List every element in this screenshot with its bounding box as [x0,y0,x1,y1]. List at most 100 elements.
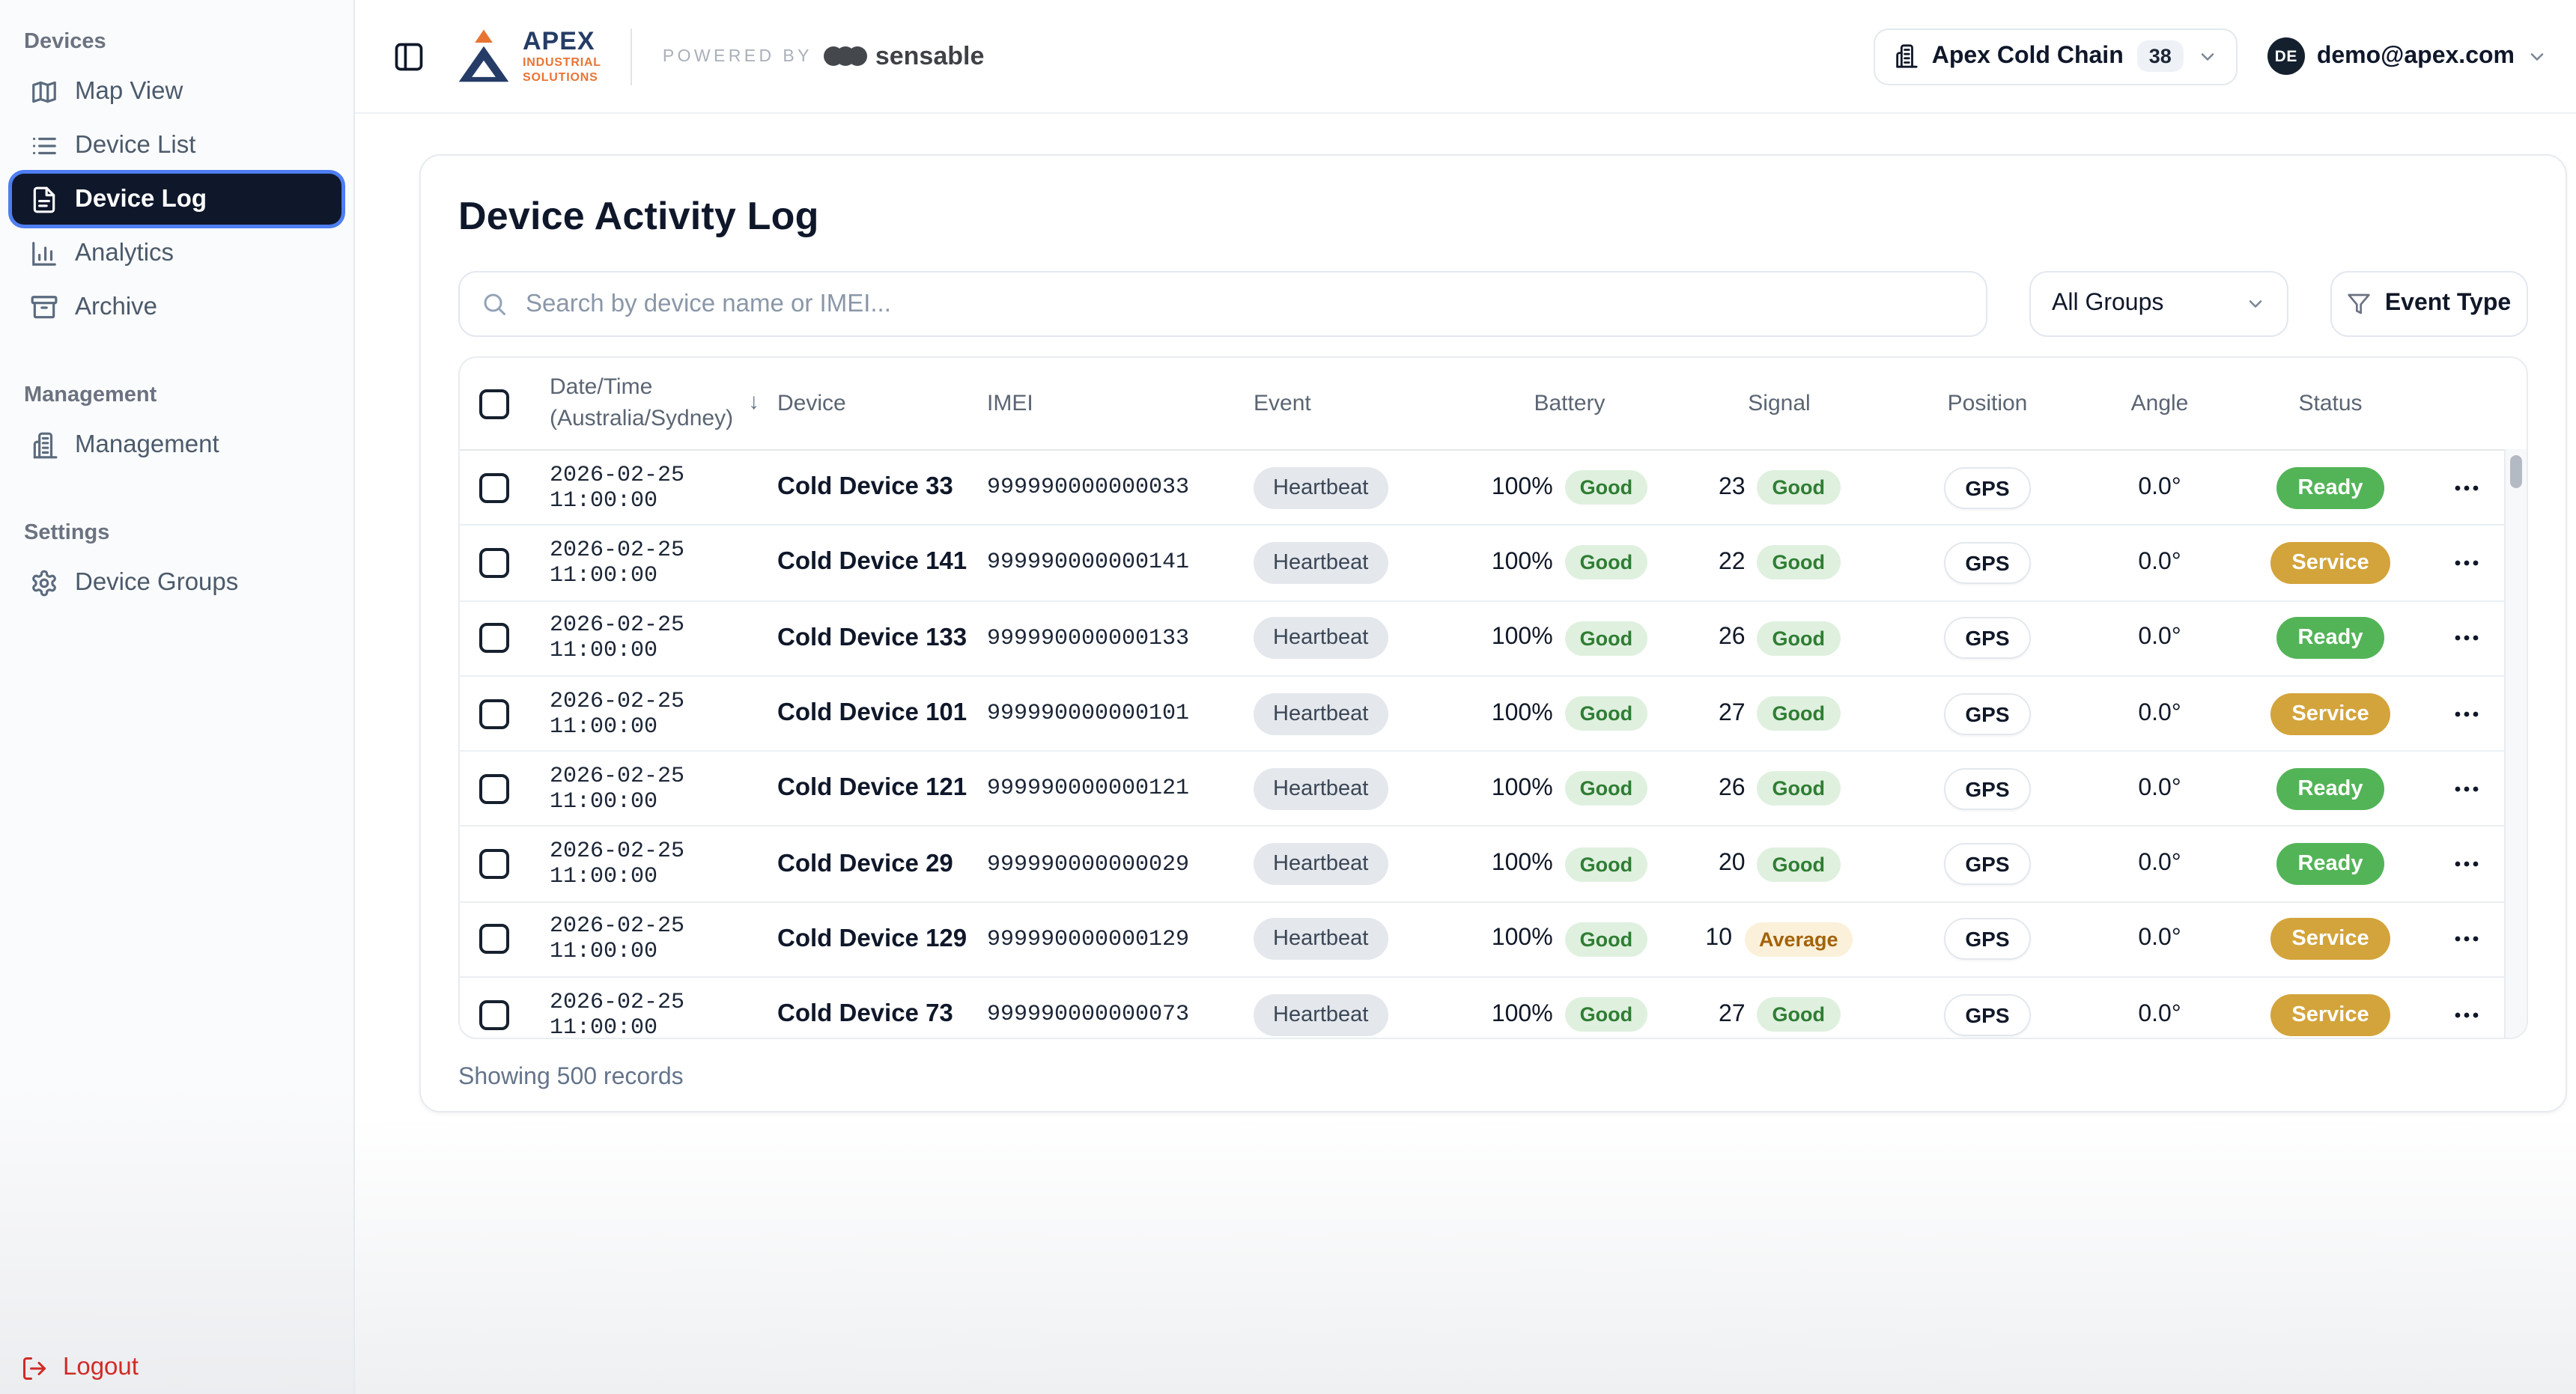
row-device-name: Cold Device 129 [777,925,967,952]
sidebar-item-label: Device Groups [75,568,239,595]
sidebar: Devices Map View Device List Device Log … [0,0,355,1394]
brand-sub2: SOLUTIONS [523,70,598,84]
sidebar-item-device-groups[interactable]: Device Groups [12,557,341,608]
table-body: 2026-02-25 11:00:00 Cold Device 33 99999… [460,451,2527,1039]
row-actions-button[interactable] [2446,852,2488,876]
signal-quality-badge: Average [1744,922,1853,957]
column-header-angle: Angle [2130,391,2189,416]
position-badge[interactable]: GPS [1944,466,2031,509]
row-actions-button[interactable] [2446,626,2488,650]
row-checkbox[interactable] [479,849,509,880]
row-actions-button[interactable] [2446,551,2488,575]
apex-logo: APEX INDUSTRIAL SOLUTIONS [455,26,601,86]
position-badge[interactable]: GPS [1944,993,2031,1036]
row-datetime: 2026-02-25 11:00:00 [550,688,685,740]
brand-sub1: INDUSTRIAL [523,55,601,69]
row-imei: 999990000000141 [987,550,1190,576]
event-badge: Heartbeat [1254,843,1388,886]
row-actions-button[interactable] [2446,1002,2488,1026]
status-badge: Service [2270,993,2390,1036]
filter-funnel-icon [2348,292,2372,316]
org-selector[interactable]: Apex Cold Chain 38 [1873,28,2238,85]
column-header-battery: Battery [1534,391,1606,416]
sidebar-item-map-view[interactable]: Map View [12,66,341,117]
sidebar-section-devices: Devices [24,30,106,54]
header-checkbox-cell [460,389,529,418]
row-checkbox[interactable] [479,999,509,1030]
search-input[interactable] [523,288,1965,320]
row-datetime: 2026-02-25 11:00:00 [550,763,685,815]
avatar: DE [2267,37,2305,75]
row-imei: 999990000000033 [987,475,1190,501]
signal-quality-badge: Good [1757,847,1841,882]
sidebar-item-device-log[interactable]: Device Log [12,174,341,225]
signal-value: 20 [1718,850,1746,877]
search-box [458,271,1987,337]
table-row: 2026-02-25 11:00:00 Cold Device 73 99999… [460,978,2527,1039]
battery-quality-badge: Good [1564,922,1648,957]
file-text-icon [30,185,58,213]
logout-button[interactable]: Logout [21,1354,139,1382]
scrollbar-thumb[interactable] [2510,455,2522,488]
sidebar-toggle-button[interactable] [392,40,425,73]
row-datetime: 2026-02-25 11:00:00 [550,989,685,1039]
select-all-checkbox[interactable] [479,389,509,418]
battery-value: 100% [1491,925,1553,952]
battery-quality-badge: Good [1564,771,1648,806]
row-actions-button[interactable] [2446,928,2488,952]
row-checkbox[interactable] [479,773,509,804]
sidebar-item-management[interactable]: Management [12,419,341,470]
record-count: Showing 500 records [458,1065,684,1090]
sidebar-item-archive[interactable]: Archive [12,281,341,332]
gear-icon [30,568,58,597]
user-email: demo@apex.com [2316,43,2515,68]
row-angle: 0.0° [2138,1001,2181,1027]
row-angle: 0.0° [2138,925,2181,952]
status-badge: Service [2270,541,2390,584]
sidebar-section-management: Management [24,383,157,407]
signal-value: 23 [1718,474,1746,500]
position-badge[interactable]: GPS [1944,541,2031,584]
table-row: 2026-02-25 11:00:00 Cold Device 133 9999… [460,601,2527,677]
sidebar-item-label: Archive [75,293,158,320]
chevron-down-icon [2527,46,2548,67]
position-badge[interactable]: GPS [1944,918,2031,961]
row-checkbox[interactable] [479,698,509,729]
position-badge[interactable]: GPS [1944,693,2031,735]
list-icon [30,131,58,159]
position-badge[interactable]: GPS [1944,617,2031,660]
row-checkbox[interactable] [479,623,509,654]
position-badge[interactable]: GPS [1944,767,2031,810]
row-angle: 0.0° [2138,474,2181,500]
groups-filter-value: All Groups [2052,290,2164,316]
row-checkbox[interactable] [479,472,509,503]
column-header-datetime[interactable]: Date/Time (Australia/Sydney) ↓ [529,374,777,434]
position-badge[interactable]: GPS [1944,843,2031,886]
event-badge: Heartbeat [1254,541,1388,584]
battery-quality-badge: Good [1564,847,1648,882]
row-actions-button[interactable] [2446,701,2488,725]
sidebar-item-device-list[interactable]: Device List [12,120,341,171]
user-menu[interactable]: DE demo@apex.com [2267,37,2548,75]
battery-quality-badge: Good [1564,696,1648,731]
sidebar-item-label: Map View [75,77,183,104]
row-datetime: 2026-02-25 11:00:00 [550,537,685,588]
row-checkbox[interactable] [479,547,509,578]
archive-icon [30,293,58,321]
row-checkbox[interactable] [479,924,509,955]
row-angle: 0.0° [2138,700,2181,726]
battery-quality-badge: Good [1564,470,1648,505]
event-type-button[interactable]: Event Type [2330,271,2528,337]
row-actions-button[interactable] [2446,777,2488,801]
row-actions-button[interactable] [2446,475,2488,499]
signal-quality-badge: Good [1757,621,1841,656]
battery-value: 100% [1491,624,1553,651]
row-device-name: Cold Device 121 [777,774,967,802]
battery-quality-badge: Good [1564,621,1648,656]
signal-value: 26 [1718,775,1746,801]
sidebar-item-analytics[interactable]: Analytics [12,228,341,279]
signal-quality-badge: Good [1757,545,1841,580]
groups-filter-select[interactable]: All Groups [2029,271,2288,337]
top-header: APEX INDUSTRIAL SOLUTIONS POWERED BY sen… [355,0,2576,114]
